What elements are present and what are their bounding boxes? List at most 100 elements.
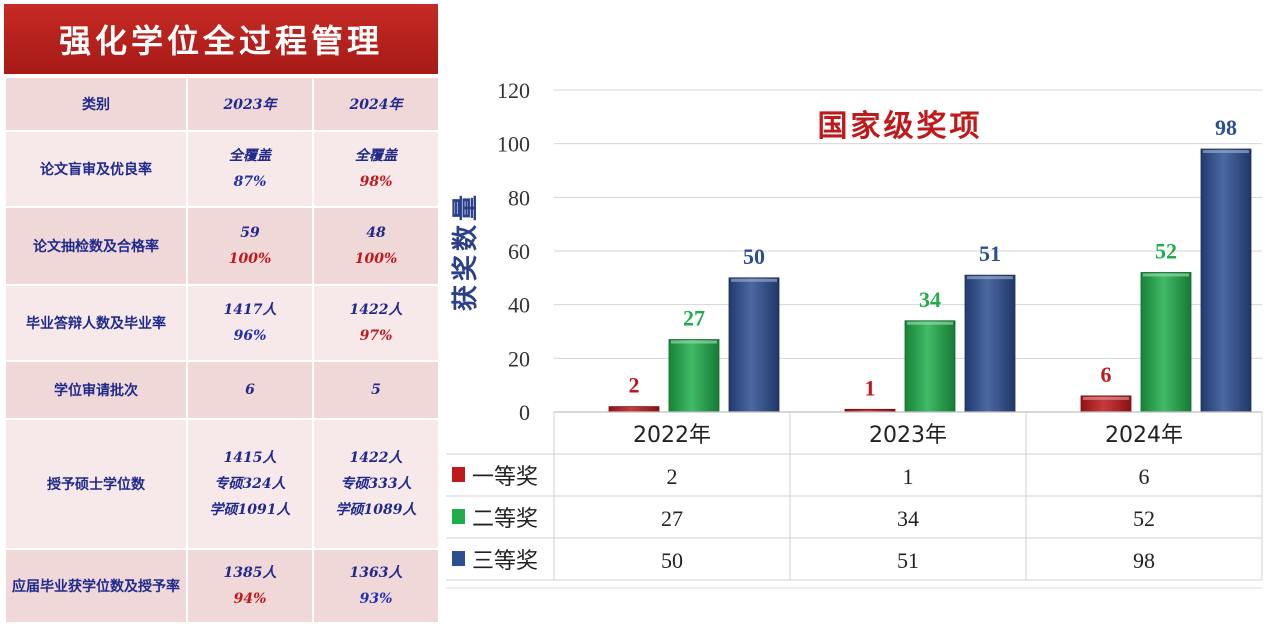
cell-value: 学硕1089人 xyxy=(335,502,417,518)
legend-label: 一等奖 xyxy=(472,465,538,490)
data-label: 6 xyxy=(1101,362,1112,387)
table-value: 51 xyxy=(897,548,919,573)
table-row: 毕业答辩人数及毕业率 1417人 96% 1422人 97% xyxy=(4,284,440,362)
value-cell: 1422人专硕333人 学硕1089人 xyxy=(312,418,440,550)
table-header-row: 类别 2023年 2024年 xyxy=(4,76,440,132)
stats-table: 类别 2023年 2024年 论文盲审及优良率 全覆盖 87% 全覆盖 98% 论文抽检数及合格… xyxy=(4,76,440,624)
data-label: 50 xyxy=(743,244,765,269)
row-label: 毕业答辩人数及毕业率 xyxy=(4,284,188,362)
legend-swatch xyxy=(452,551,465,566)
cell-value: 6 xyxy=(245,382,255,398)
value-cell: 1363人 93% xyxy=(312,548,440,624)
bar-highlight xyxy=(967,276,1013,280)
row-label: 论文抽检数及合格率 xyxy=(4,206,188,286)
y-tick-label: 40 xyxy=(508,293,530,318)
value-cell: 全覆盖 98% xyxy=(312,130,440,208)
cell-value: 96% xyxy=(233,328,267,344)
chart-panel: 0 20 40 60 80 100 120 获奖数量 国家级奖项 2 27 50 1 34 51 6 52 98 2… xyxy=(440,76,1266,606)
y-tick-label: 80 xyxy=(508,185,530,210)
bar-一等奖 xyxy=(608,406,660,413)
data-label: 51 xyxy=(979,241,1001,266)
y-tick-label: 120 xyxy=(497,78,530,103)
cell-value: 1417人 xyxy=(223,302,277,318)
cell-value: 94% xyxy=(233,591,267,607)
table-value: 2 xyxy=(667,464,678,489)
data-label: 34 xyxy=(919,287,941,312)
cell-value: 1422人 xyxy=(349,302,403,318)
value-cell: 5 xyxy=(312,360,440,420)
bar-highlight xyxy=(1083,396,1129,400)
y-tick-label: 60 xyxy=(508,239,530,264)
legend-label: 三等奖 xyxy=(472,549,538,574)
row-label: 授予硕士学位数 xyxy=(4,418,188,550)
cell-value: 专硕324人 xyxy=(214,476,286,492)
award-bar-chart: 0 20 40 60 80 100 120 获奖数量 国家级奖项 2 27 50 1 34 51 6 52 98 2… xyxy=(446,78,1263,589)
cell-value: 93% xyxy=(359,591,393,607)
bar-二等奖 xyxy=(904,320,956,413)
y-tick-label: 20 xyxy=(508,346,530,371)
data-label: 1 xyxy=(865,375,876,400)
table-value: 50 xyxy=(661,548,683,573)
value-cell: 59 100% xyxy=(186,206,314,286)
data-label: 27 xyxy=(683,306,705,331)
table-row: 应届毕业获学位数及授予率 1385人 94% 1363人 93% xyxy=(4,548,440,624)
cell-value: 全覆盖 xyxy=(229,148,271,164)
table-row: 论文盲审及优良率 全覆盖 87% 全覆盖 98% xyxy=(4,130,440,208)
value-cell: 全覆盖 87% xyxy=(186,130,314,208)
y-tick-label: 0 xyxy=(519,400,530,425)
table-value: 6 xyxy=(1139,464,1150,489)
bar-highlight xyxy=(1143,273,1189,277)
value-cell: 1422人 97% xyxy=(312,284,440,362)
cell-value: 98% xyxy=(359,174,393,190)
table-row: 学位审请批次 6 5 xyxy=(4,360,440,420)
chart-title: 国家级奖项 xyxy=(818,109,983,144)
cell-value: 全覆盖 xyxy=(355,148,397,164)
data-label: 98 xyxy=(1215,115,1237,140)
bar-highlight xyxy=(907,321,953,325)
table-row: 论文抽检数及合格率 59 100% 48 100% xyxy=(4,206,440,286)
row-label: 应届毕业获学位数及授予率 xyxy=(4,548,188,624)
bar-highlight xyxy=(671,340,717,344)
table-header-cell: 2024年 xyxy=(312,76,440,132)
cell-value: 59 xyxy=(240,225,260,241)
data-label: 52 xyxy=(1155,238,1177,263)
legend-swatch xyxy=(452,509,465,524)
table-row: 授予硕士学位数 1415人 专硕324人 学硕1091人 1422人 专硕333人 学硕10… xyxy=(4,418,440,550)
table-value: 34 xyxy=(897,506,919,531)
y-tick-label: 100 xyxy=(497,132,530,157)
table-value: 98 xyxy=(1133,548,1155,573)
bar-highlight xyxy=(1203,150,1249,154)
cell-value: 87% xyxy=(233,174,267,190)
cell-value: 1363人 xyxy=(349,565,403,581)
data-label: 2 xyxy=(629,373,640,398)
table-value: 1 xyxy=(903,464,914,489)
left-panel: 强化学位全过程管理 类别 2023年 2024年 论文盲审及优良率 全覆盖 87% 全覆盖 9… xyxy=(4,4,440,624)
table-value: 27 xyxy=(661,506,683,531)
x-tick-label: 2022年 xyxy=(633,423,711,448)
cell-value: 48 xyxy=(366,225,386,241)
cell-value: 专硕333人 xyxy=(340,476,412,492)
table-header-cell: 类别 xyxy=(4,76,188,132)
bar-三等奖 xyxy=(1200,148,1252,413)
value-cell: 1417人 96% xyxy=(186,284,314,362)
y-axis-label: 获奖数量 xyxy=(450,191,481,311)
cell-value: 1385人 xyxy=(223,565,277,581)
bar-二等奖 xyxy=(668,339,720,413)
legend-swatch xyxy=(452,467,465,482)
bar-highlight xyxy=(731,278,777,282)
cell-value: 1422人 xyxy=(349,450,403,466)
cell-value: 100% xyxy=(354,251,398,267)
row-label: 论文盲审及优良率 xyxy=(4,130,188,208)
x-tick-label: 2023年 xyxy=(869,423,947,448)
table-value: 52 xyxy=(1133,506,1155,531)
cell-value: 5 xyxy=(371,382,381,398)
cell-value: 1415人 xyxy=(223,450,277,466)
cell-value: 学硕1091人 xyxy=(209,502,291,518)
cell-value: 97% xyxy=(359,328,393,344)
value-cell: 1415人专硕324人 学硕1091人 xyxy=(186,418,314,550)
bar-二等奖 xyxy=(1140,272,1192,413)
value-cell: 6 xyxy=(186,360,314,420)
x-tick-label: 2024年 xyxy=(1105,423,1183,448)
row-label: 学位审请批次 xyxy=(4,360,188,420)
table-header-cell: 2023年 xyxy=(186,76,314,132)
